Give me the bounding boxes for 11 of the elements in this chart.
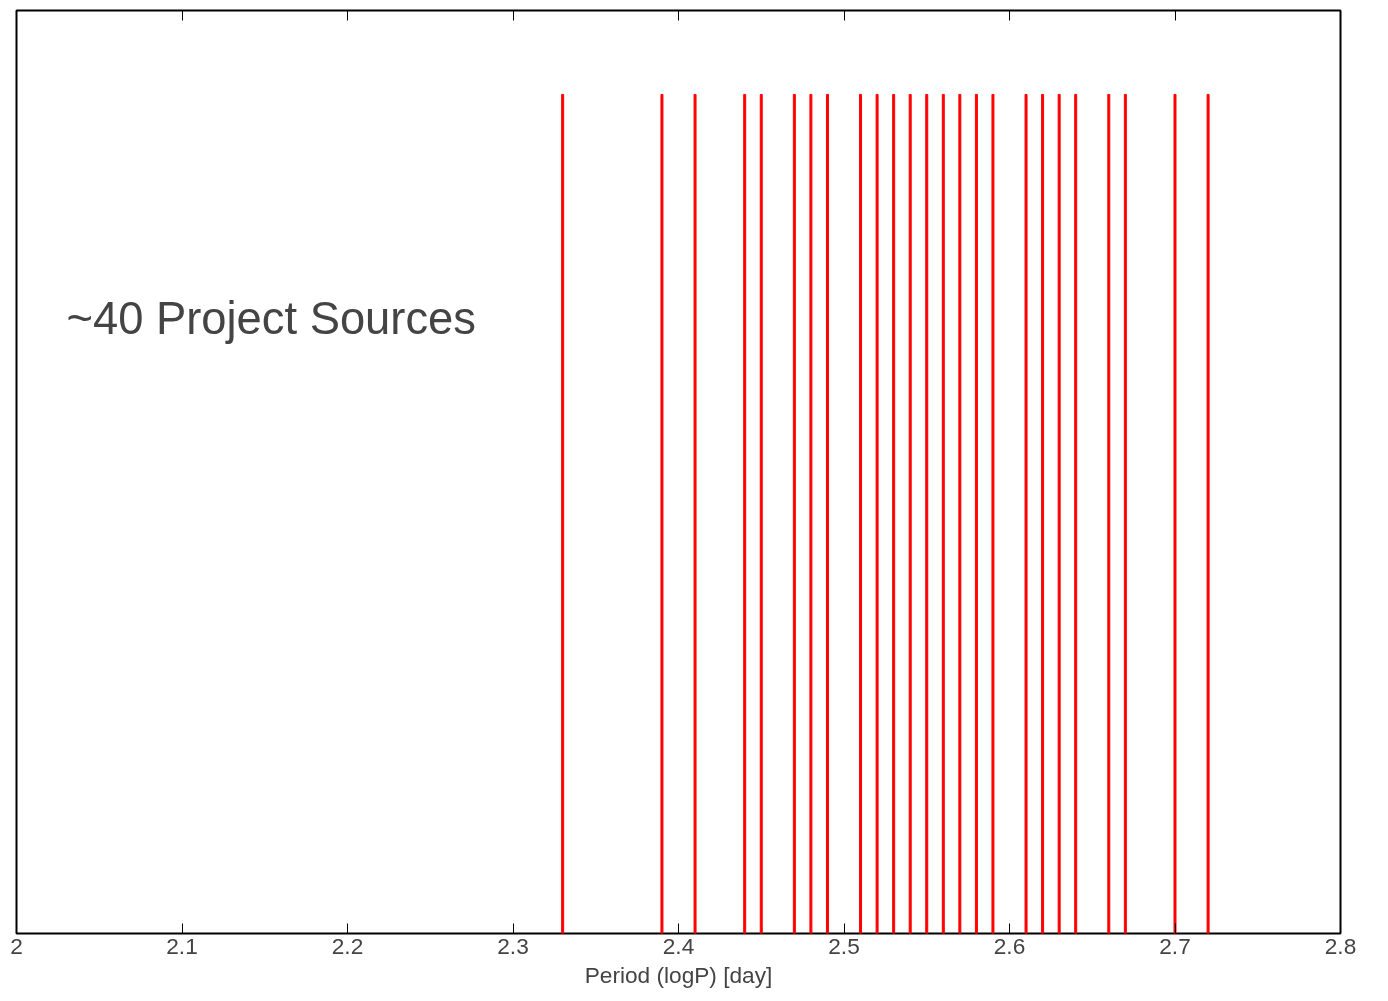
x-axis-title: Period (logP) [day]	[584, 961, 773, 988]
x-tick-label: 2	[10, 932, 23, 959]
x-tick-label: 2.2	[331, 932, 364, 959]
x-tick-label: 2.3	[497, 932, 529, 959]
x-tick-label: 2.1	[166, 932, 198, 959]
x-tick-label: 2.5	[828, 932, 860, 959]
x-tick-label: 2.6	[993, 932, 1026, 959]
x-tick-label: 2.7	[1159, 932, 1191, 959]
x-tick-label: 2.8	[1324, 932, 1357, 959]
x-tick-label: 2.4	[662, 932, 695, 959]
annotation: ~40 Project Sources	[66, 292, 476, 344]
